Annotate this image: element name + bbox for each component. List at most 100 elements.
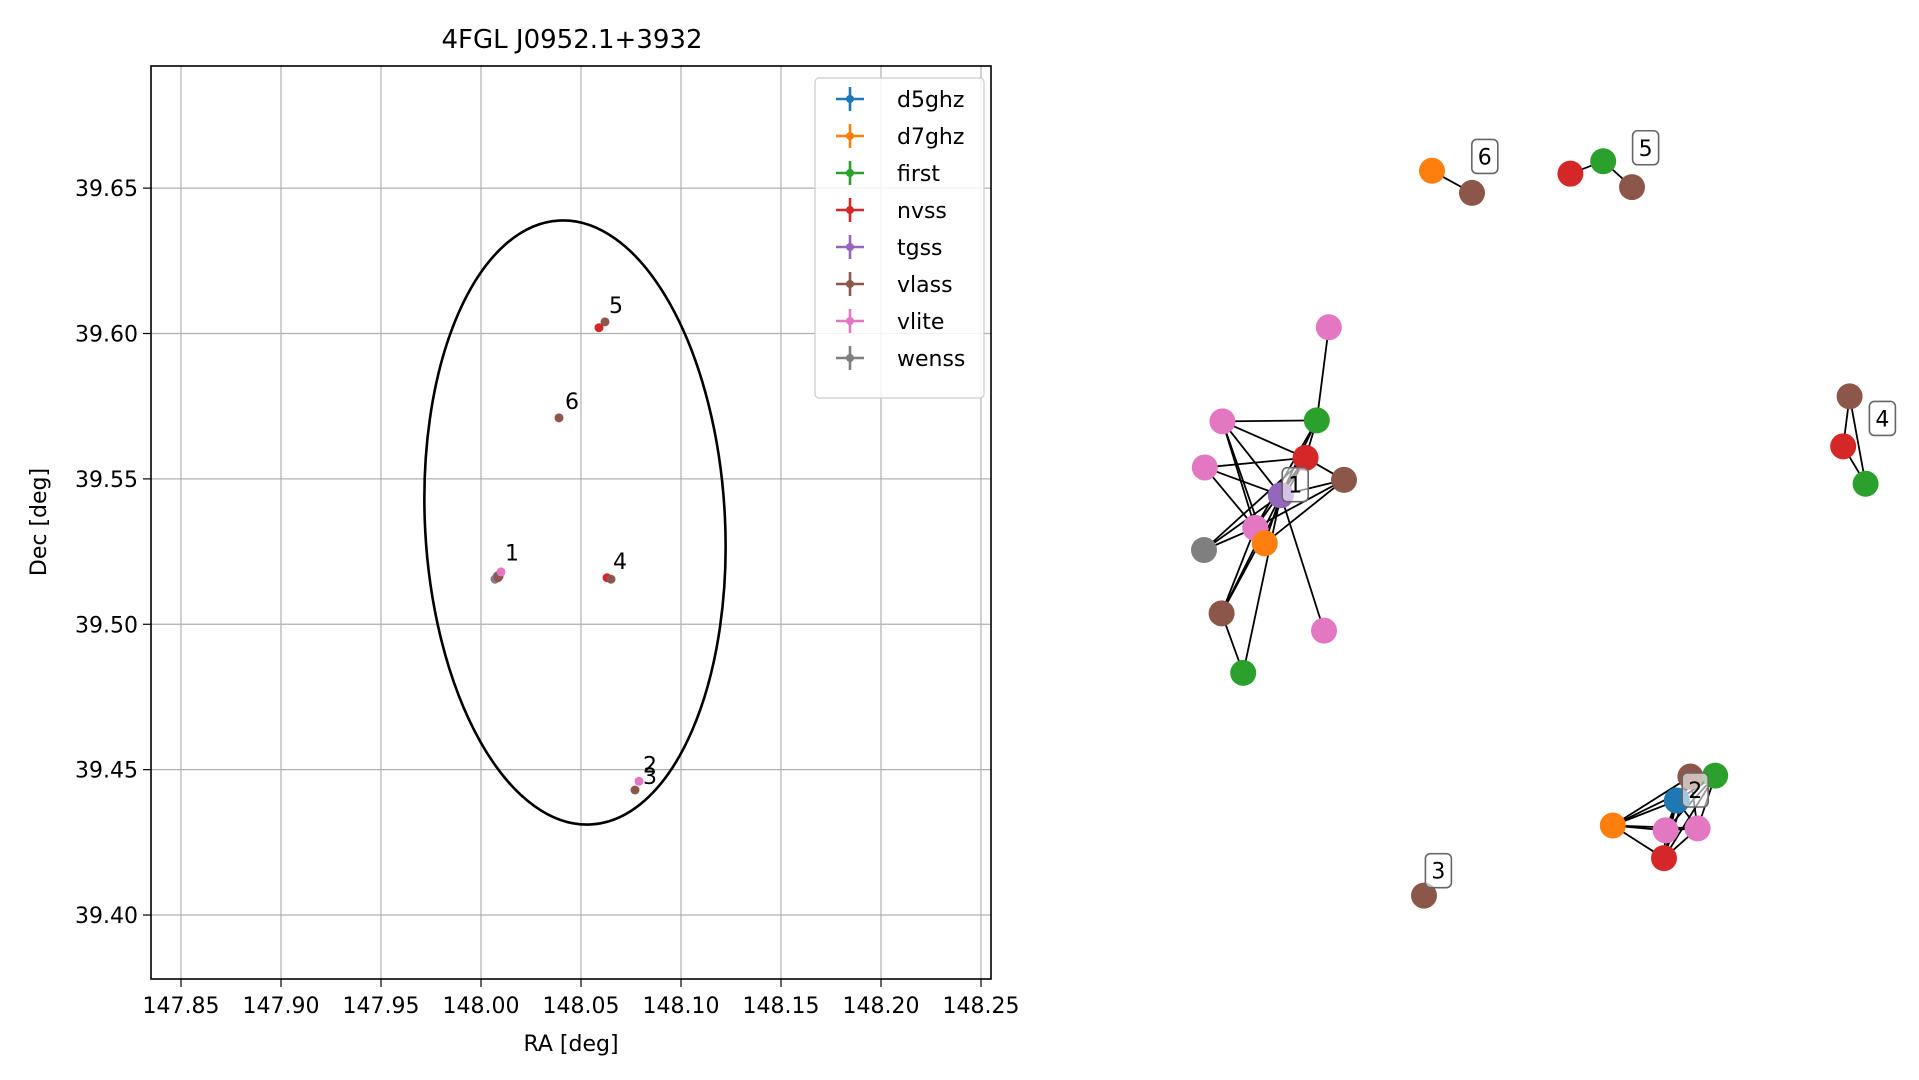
legend-marker bbox=[846, 280, 854, 288]
legend-label: tgss bbox=[897, 236, 943, 261]
x-tick-label: 148.20 bbox=[843, 994, 920, 1019]
network-node bbox=[1652, 817, 1679, 844]
legend-entry-tgss: tgss bbox=[836, 235, 943, 261]
network-label: 6 bbox=[1471, 138, 1499, 175]
network-edge bbox=[1848, 396, 1867, 484]
network-label-text: 6 bbox=[1478, 145, 1492, 170]
legend-entry-d5ghz: d5ghz bbox=[836, 87, 964, 113]
legend-marker bbox=[846, 132, 854, 140]
network-node bbox=[1619, 174, 1645, 201]
network-node bbox=[1191, 454, 1218, 481]
network-node bbox=[1651, 845, 1677, 872]
legend-label: first bbox=[897, 162, 940, 187]
y-tick-label: 39.65 bbox=[75, 177, 138, 202]
legend-marker bbox=[846, 243, 854, 251]
data-point-vlite bbox=[634, 776, 644, 786]
network-panel: 1 2 3 4 5 6 bbox=[1191, 129, 1897, 909]
legend-marker bbox=[846, 354, 854, 362]
network-label-box bbox=[1471, 138, 1499, 175]
x-axis-ticks: 147.85 147.90 147.95 148.00 148.05 148.10 148.… bbox=[143, 979, 1019, 1019]
network-node bbox=[1292, 444, 1319, 471]
source-annotation: 3 bbox=[643, 765, 657, 790]
x-tick-label: 147.90 bbox=[243, 994, 320, 1019]
legend-marker bbox=[846, 317, 854, 325]
network-edge bbox=[1220, 527, 1257, 614]
network-edge bbox=[1221, 420, 1282, 496]
network-label-box bbox=[1424, 852, 1453, 889]
network-edge bbox=[1204, 466, 1256, 529]
legend-label: d7ghz bbox=[897, 125, 964, 150]
network-edge bbox=[1222, 420, 1306, 459]
legend-entry-vlass: vlass bbox=[836, 272, 953, 298]
network-label-box bbox=[1681, 772, 1709, 808]
network-label: 1 bbox=[1281, 466, 1309, 503]
data-point-vlass bbox=[600, 317, 610, 327]
legend-marker bbox=[846, 206, 854, 214]
data-point-vlass bbox=[630, 785, 640, 795]
network-node bbox=[1191, 537, 1217, 563]
x-tick-label: 147.85 bbox=[143, 994, 220, 1019]
network-edge bbox=[1203, 494, 1282, 551]
y-axis-ticks: 39.40 39.45 39.50 39.55 39.60 39.65 bbox=[75, 177, 151, 929]
network-label: 2 bbox=[1681, 772, 1709, 808]
network-node bbox=[1419, 157, 1445, 184]
legend-entry-vlite: vlite bbox=[836, 309, 944, 335]
legend-label: nvss bbox=[897, 199, 947, 224]
network-node bbox=[1599, 812, 1626, 839]
x-tick-label: 148.05 bbox=[543, 994, 620, 1019]
network-node bbox=[1836, 383, 1863, 410]
source-annotation: 1 bbox=[505, 541, 519, 566]
network-node bbox=[1590, 148, 1617, 175]
network-edge bbox=[1221, 421, 1257, 529]
y-axis-label: Dec [deg] bbox=[27, 468, 52, 576]
source-annotation: 2 bbox=[643, 754, 657, 779]
y-tick-label: 39.40 bbox=[75, 904, 138, 929]
data-points bbox=[490, 317, 644, 795]
data-point-vlass bbox=[554, 413, 564, 423]
source-annotation: 4 bbox=[613, 550, 627, 575]
network-label: 3 bbox=[1424, 852, 1453, 889]
network-labels: 1 2 3 4 5 6 bbox=[1281, 129, 1897, 889]
network-node bbox=[1209, 408, 1236, 435]
x-axis-label: RA [deg] bbox=[523, 1032, 618, 1057]
y-tick-label: 39.45 bbox=[75, 759, 138, 784]
network-label: 4 bbox=[1868, 400, 1897, 437]
data-point-nvss bbox=[594, 323, 604, 333]
legend-label: vlite bbox=[897, 310, 944, 335]
legend-entry-first: first bbox=[836, 161, 940, 187]
source-annotation: 5 bbox=[609, 294, 623, 319]
x-tick-label: 148.00 bbox=[443, 994, 520, 1019]
network-edge bbox=[1204, 456, 1306, 469]
chart-title: 4FGL J0952.1+3932 bbox=[442, 25, 703, 55]
network-node bbox=[1557, 160, 1584, 187]
legend-box bbox=[814, 77, 985, 399]
plot-frame bbox=[150, 65, 992, 980]
network-label: 5 bbox=[1631, 129, 1660, 166]
legend-entry-d7ghz: d7ghz bbox=[836, 124, 964, 150]
network-node bbox=[1411, 882, 1437, 909]
network-edge bbox=[1279, 495, 1325, 631]
legend-label: vlass bbox=[897, 273, 953, 298]
legend-entry-wenss: wenss bbox=[836, 346, 965, 372]
legend-marker bbox=[846, 95, 854, 103]
network-label-text: 5 bbox=[1639, 137, 1653, 162]
network-nodes bbox=[1191, 148, 1879, 909]
error-ellipse bbox=[423, 219, 727, 826]
network-node bbox=[1684, 815, 1711, 842]
legend: d5ghz d7ghz first nvss tgss vlass vlite wenss bbox=[814, 77, 985, 399]
network-edge bbox=[1264, 479, 1345, 544]
network-node bbox=[1311, 617, 1337, 644]
network-node bbox=[1852, 470, 1879, 497]
x-tick-label: 148.10 bbox=[643, 994, 720, 1019]
network-node bbox=[1315, 314, 1342, 341]
y-tick-label: 39.55 bbox=[75, 468, 138, 493]
y-tick-label: 39.50 bbox=[75, 613, 138, 638]
network-edge bbox=[1315, 327, 1330, 421]
network-edge bbox=[1204, 466, 1282, 497]
x-tick-label: 148.15 bbox=[743, 994, 820, 1019]
legend-label: d5ghz bbox=[897, 88, 964, 113]
network-node bbox=[1208, 600, 1235, 627]
network-edge bbox=[1612, 775, 1691, 827]
